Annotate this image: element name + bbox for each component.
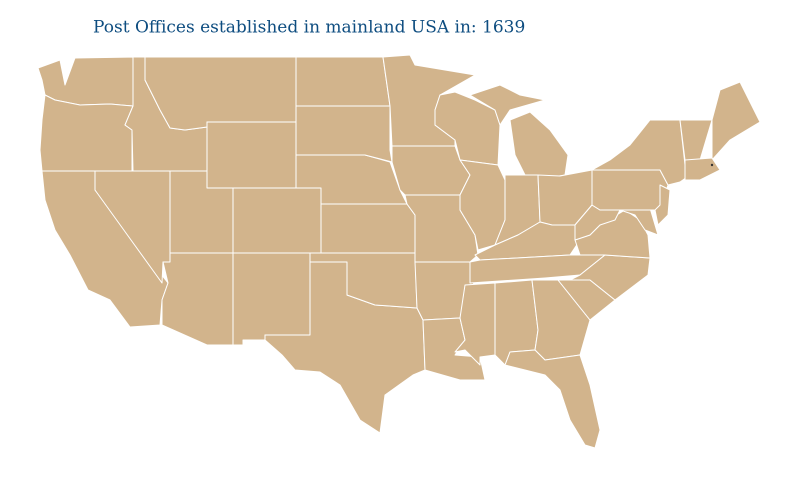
- pennsylvania: [591, 169, 669, 211]
- new-jersey: [654, 184, 671, 226]
- new-mexico: [232, 252, 311, 346]
- tennessee: [469, 254, 606, 284]
- oregon: [39, 94, 134, 172]
- florida: [504, 349, 601, 449]
- post-office-point: [710, 163, 714, 167]
- states: [37, 54, 761, 449]
- montana: [144, 56, 297, 131]
- illinois: [459, 159, 506, 251]
- colorado: [232, 187, 322, 254]
- mississippi: [454, 282, 496, 366]
- kansas: [320, 203, 416, 254]
- north-carolina: [569, 254, 651, 301]
- wyoming: [206, 121, 297, 189]
- southern-new-england: [684, 157, 721, 181]
- map-title: Post Offices established in mainland USA…: [93, 18, 525, 38]
- michigan-upper: [469, 84, 546, 126]
- north-dakota: [295, 56, 391, 107]
- south-dakota: [295, 105, 393, 163]
